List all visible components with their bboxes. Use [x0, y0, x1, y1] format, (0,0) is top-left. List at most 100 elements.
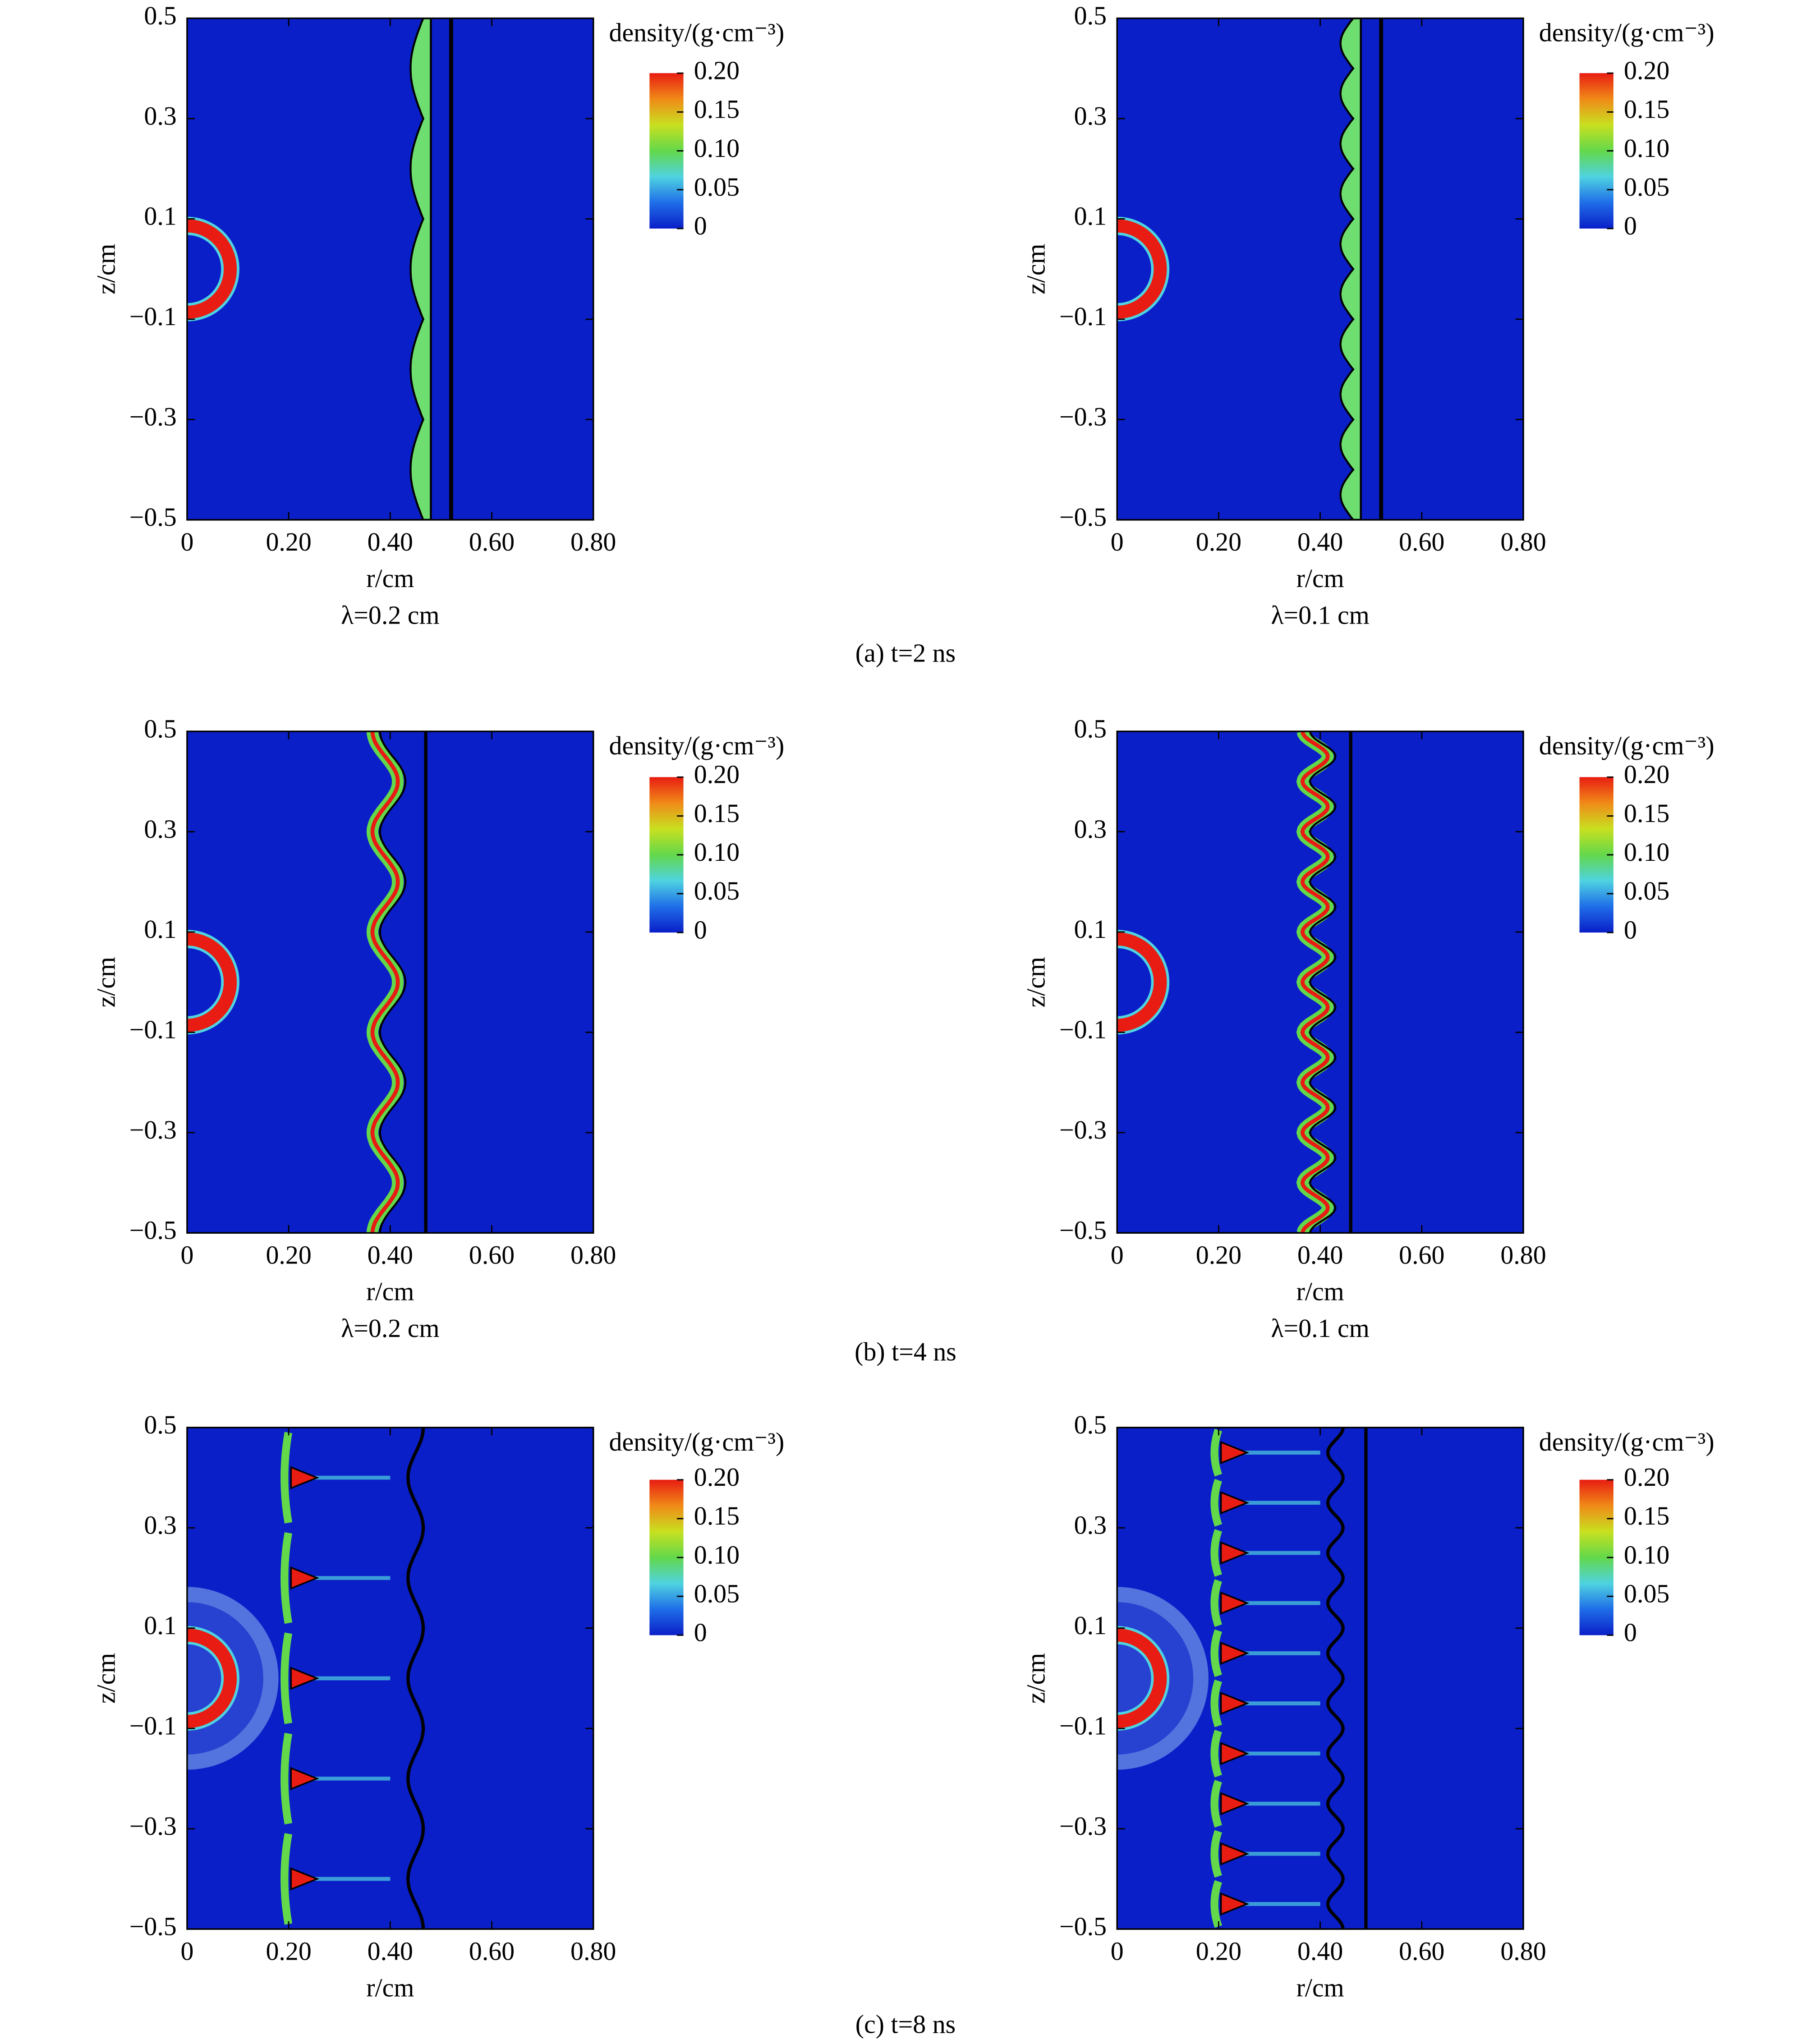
y-tick-label: −0.5	[129, 502, 177, 532]
y-tick-label: −0.3	[129, 1115, 177, 1144]
panel: 0 0.20 0.40 0.60 0.80 −0.5 −0.3 −0.1 0.1 0.3 0.5 r/…	[91, 714, 784, 1342]
spike	[1210, 1780, 1223, 1828]
subtitle: λ=0.1 cm	[1271, 600, 1369, 629]
colorbar-tick-label: 0	[694, 211, 707, 240]
spike	[280, 1833, 293, 1925]
subtitle: λ=0.2 cm	[341, 1314, 439, 1343]
colorbar-tick-label: 0.05	[694, 172, 740, 202]
x-tick-label: 0	[1111, 527, 1124, 556]
colorbar-tick-label: 0.10	[694, 837, 740, 867]
y-tick-label: 0.1	[1074, 914, 1107, 944]
colorbar-tick-label: 0.15	[1624, 799, 1669, 828]
y-axis-label: z/cm	[1021, 1653, 1051, 1704]
colorbar-tick-label: 0.05	[1624, 876, 1669, 905]
x-axis-label: r/cm	[366, 1973, 414, 2003]
spike	[1220, 1742, 1250, 1765]
panel: 0 0.20 0.40 0.60 0.80 −0.5 −0.3 −0.1 0.1 0.3 0.5 r/…	[1021, 714, 1714, 1342]
x-axis-label: r/cm	[1296, 564, 1344, 593]
colorbar-tick-label: 0.15	[694, 799, 740, 828]
y-tick-label: −0.3	[129, 1811, 177, 1841]
field-background	[1117, 731, 1524, 1233]
y-tick-label: −0.5	[129, 1911, 177, 1941]
colorbar-tick-label: 0.20	[694, 1462, 740, 1492]
interface	[1339, 18, 1362, 520]
interface	[1309, 731, 1337, 1233]
y-tick-label: 0.3	[1074, 101, 1107, 130]
colorbar-title: density/(g·cm⁻³)	[609, 18, 784, 47]
spike	[290, 1767, 319, 1791]
x-tick-label: 0.80	[1500, 1936, 1546, 1966]
colorbar-tick-label: 0.20	[1624, 56, 1669, 85]
spike	[280, 1632, 293, 1724]
x-tick-label: 0.20	[1196, 1936, 1241, 1966]
x-tick-label: 0.20	[266, 527, 311, 556]
y-tick-label: 0.3	[1074, 814, 1107, 844]
x-tick-label: 0.80	[570, 527, 616, 556]
colorbar-tick-label: 0.15	[1624, 1501, 1669, 1530]
spike	[290, 1867, 319, 1891]
x-tick-label: 0.80	[1500, 1240, 1546, 1270]
interface	[1300, 731, 1330, 1233]
x-tick-label: 0.40	[368, 1936, 413, 1966]
contour	[1326, 1427, 1345, 1929]
y-tick-label: 0.5	[144, 1, 176, 30]
density-field	[1117, 731, 1524, 1233]
x-tick-label: 0.60	[1399, 1240, 1444, 1270]
x-tick-label: 0.60	[469, 527, 515, 556]
spike	[1210, 1729, 1223, 1778]
y-tick-label: −0.1	[1059, 302, 1107, 331]
spike	[1220, 1591, 1250, 1615]
colorbar-tick-label: 0.05	[1624, 172, 1669, 202]
colorbar-tick-label: 0	[694, 915, 707, 944]
x-axis-label: r/cm	[1296, 1277, 1344, 1306]
colorbar-tick-label: 0.20	[1624, 1462, 1669, 1492]
spike	[1210, 1529, 1223, 1577]
field-background	[187, 731, 593, 1233]
spike	[1220, 1641, 1250, 1665]
x-tick-label: 0	[180, 1240, 193, 1270]
spike	[1220, 1691, 1250, 1715]
colorbar-tick-label: 0.10	[694, 1540, 740, 1569]
x-tick-label: 0	[1111, 1936, 1124, 1966]
colorbar-tick-label: 0.15	[1624, 95, 1669, 124]
x-tick-label: 0	[180, 1936, 193, 1966]
colorbar-tick-label: 0.05	[1624, 1579, 1669, 1608]
spike	[1210, 1830, 1223, 1878]
x-tick-label: 0.80	[1500, 527, 1546, 556]
colorbar-tick-label: 0.15	[694, 1501, 740, 1530]
caption: (a) t=2 ns	[855, 638, 956, 667]
y-tick-label: 0.1	[144, 914, 176, 944]
colorbar-title: density/(g·cm⁻³)	[1539, 731, 1714, 760]
x-tick-label: 0	[1111, 1240, 1124, 1270]
y-tick-label: 0.3	[144, 1511, 176, 1540]
panel: 0 0.20 0.40 0.60 0.80 −0.5 −0.3 −0.1 0.1 0.3 0.5 r/…	[1021, 1410, 1714, 2002]
spike	[1210, 1579, 1223, 1627]
y-tick-label: −0.3	[1059, 1115, 1107, 1144]
spike	[290, 1566, 319, 1590]
spike	[280, 1432, 293, 1524]
y-tick-label: −0.1	[129, 1711, 177, 1741]
x-tick-label: 0.40	[368, 1240, 413, 1270]
y-tick-label: −0.3	[129, 402, 177, 432]
spike	[290, 1466, 319, 1489]
spike	[1220, 1441, 1250, 1465]
x-axis-label: r/cm	[366, 564, 414, 593]
y-tick-label: −0.5	[1059, 1216, 1107, 1245]
x-tick-label: 0.80	[570, 1936, 616, 1966]
x-tick-label: 0.40	[1297, 1240, 1343, 1270]
shell	[1117, 219, 1167, 319]
x-tick-label: 0.20	[266, 1240, 311, 1270]
colorbar-tick-label: 0.10	[1624, 133, 1669, 163]
colorbar-tick-label: 0.10	[1624, 1540, 1669, 1569]
x-tick-label: 0.40	[1297, 1936, 1343, 1966]
spike	[1210, 1479, 1223, 1527]
y-tick-label: −0.5	[129, 1216, 177, 1245]
interface	[370, 731, 400, 1233]
colorbar-tick-label: 0	[1624, 915, 1637, 944]
y-tick-label: 0.5	[144, 714, 176, 743]
colorbar-tick-label: 0.05	[694, 876, 740, 905]
y-tick-label: −0.1	[129, 302, 177, 331]
panel: 0 0.20 0.40 0.60 0.80 −0.5 −0.3 −0.1 0.1 0.3 0.5 r/…	[91, 1410, 784, 2002]
shell	[1117, 932, 1167, 1032]
x-tick-label: 0.20	[1196, 1240, 1241, 1270]
